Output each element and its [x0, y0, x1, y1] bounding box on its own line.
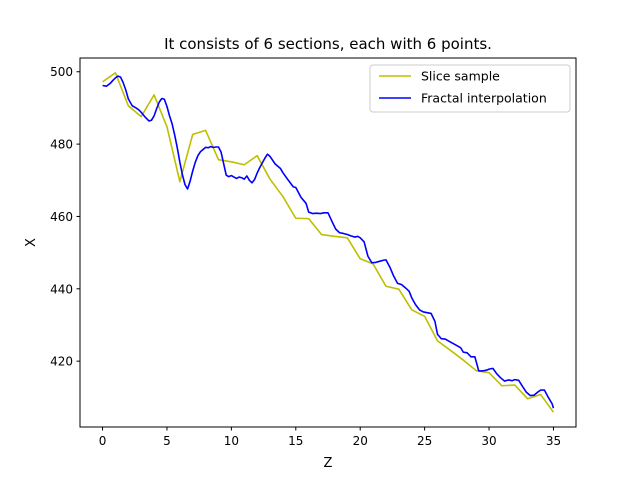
x-tick-label: 30 — [481, 434, 496, 448]
series-layer — [102, 72, 555, 413]
x-tick-label: 0 — [99, 434, 107, 448]
y-tick-label: 440 — [50, 282, 73, 296]
y-tick-label: 460 — [50, 210, 73, 224]
legend-box — [369, 64, 571, 113]
y-tick-label: 500 — [50, 65, 73, 79]
x-axis-ticks: 0 5 10 15 20 25 30 35 — [99, 427, 561, 448]
y-axis-label: X — [24, 238, 39, 247]
plot-area-frame — [79, 57, 577, 428]
x-axis-label: Z — [324, 456, 333, 471]
y-tick-label: 420 — [50, 355, 73, 369]
y-axis-ticks: 420 440 460 480 500 — [50, 65, 80, 369]
x-tick-label: 15 — [288, 434, 303, 448]
chart-title: It consists of 6 sections, each with 6 p… — [164, 35, 492, 53]
x-tick-label: 25 — [417, 434, 432, 448]
legend: Slice sample Fractal interpolation — [369, 64, 571, 113]
x-tick-label: 35 — [546, 434, 561, 448]
x-tick-label: 5 — [163, 434, 171, 448]
series-line-fractal-interpolation — [102, 75, 555, 409]
legend-label-fractal-interpolation: Fractal interpolation — [421, 91, 547, 106]
y-tick-label: 480 — [50, 138, 73, 152]
x-tick-label: 20 — [353, 434, 368, 448]
x-tick-label: 10 — [224, 434, 239, 448]
legend-label-slice-sample: Slice sample — [421, 69, 500, 84]
